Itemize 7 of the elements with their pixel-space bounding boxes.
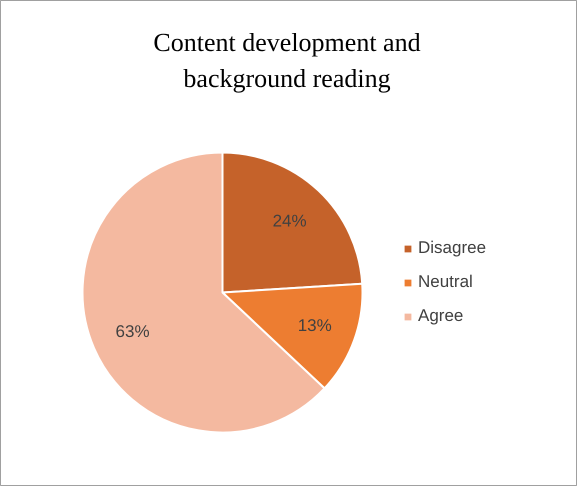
legend-label: Disagree (418, 238, 486, 258)
legend-label: Agree (418, 306, 464, 326)
data-label: 63% (116, 322, 150, 341)
chart-title: Content development and background reading (153, 28, 421, 93)
data-label: 13% (298, 316, 332, 336)
legend-label: Neutral (418, 272, 473, 292)
data-label: 24% (272, 212, 307, 231)
